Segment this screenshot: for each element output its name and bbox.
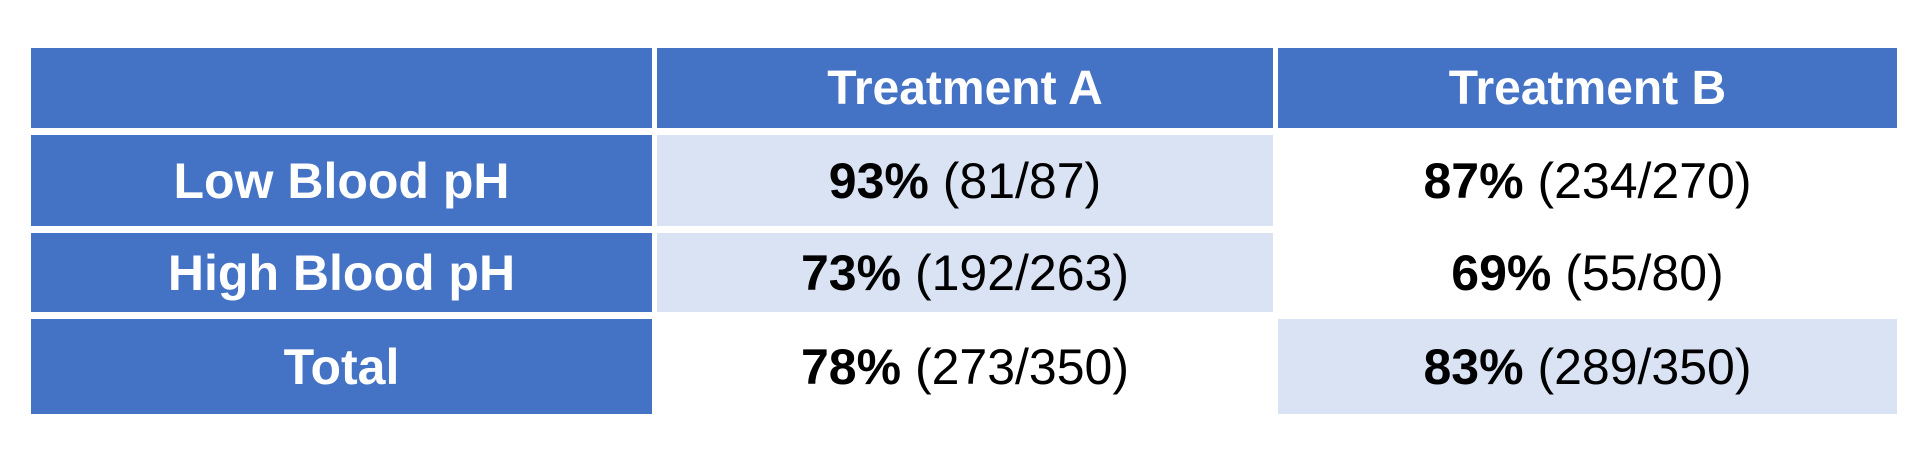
row-header-high-blood-ph: High Blood pH <box>31 233 652 312</box>
fraction-value: (81/87) <box>942 152 1102 209</box>
fraction-value: (234/270) <box>1537 152 1752 209</box>
row-header-total: Total <box>31 319 652 414</box>
header-row: Treatment A Treatment B <box>31 48 1897 128</box>
data-cell-low-treatment-a: 93% (81/87) <box>657 135 1273 226</box>
percentage-value: 69% <box>1451 244 1552 301</box>
percentage-value: 93% <box>828 152 929 209</box>
fraction-value: (55/80) <box>1565 244 1724 301</box>
percentage-value: 87% <box>1423 152 1524 209</box>
treatment-outcomes-table: Treatment A Treatment B Low Blood pH 93%… <box>26 41 1902 421</box>
column-header-treatment-a: Treatment A <box>657 48 1273 128</box>
percentage-value: 73% <box>800 244 902 301</box>
fraction-value: (289/350) <box>1537 338 1752 395</box>
table-row-total: Total 78% (273/350) 83% (289/350) <box>31 319 1897 414</box>
table-row-low-blood-ph: Low Blood pH 93% (81/87) 87% (234/270) <box>31 135 1897 226</box>
percentage-value: 78% <box>800 338 902 395</box>
data-cell-high-treatment-a: 73% (192/263) <box>657 233 1273 312</box>
fraction-value: (192/263) <box>914 244 1130 301</box>
fraction-value: (273/350) <box>914 338 1130 395</box>
data-cell-total-treatment-b: 83% (289/350) <box>1278 319 1897 414</box>
table-row-high-blood-ph: High Blood pH 73% (192/263) 69% (55/80) <box>31 233 1897 312</box>
data-cell-low-treatment-b: 87% (234/270) <box>1278 135 1897 226</box>
corner-header-cell <box>31 48 652 128</box>
data-cell-high-treatment-b: 69% (55/80) <box>1278 233 1897 312</box>
column-header-treatment-b: Treatment B <box>1278 48 1897 128</box>
row-header-low-blood-ph: Low Blood pH <box>31 135 652 226</box>
data-cell-total-treatment-a: 78% (273/350) <box>657 319 1273 414</box>
percentage-value: 83% <box>1423 338 1524 395</box>
